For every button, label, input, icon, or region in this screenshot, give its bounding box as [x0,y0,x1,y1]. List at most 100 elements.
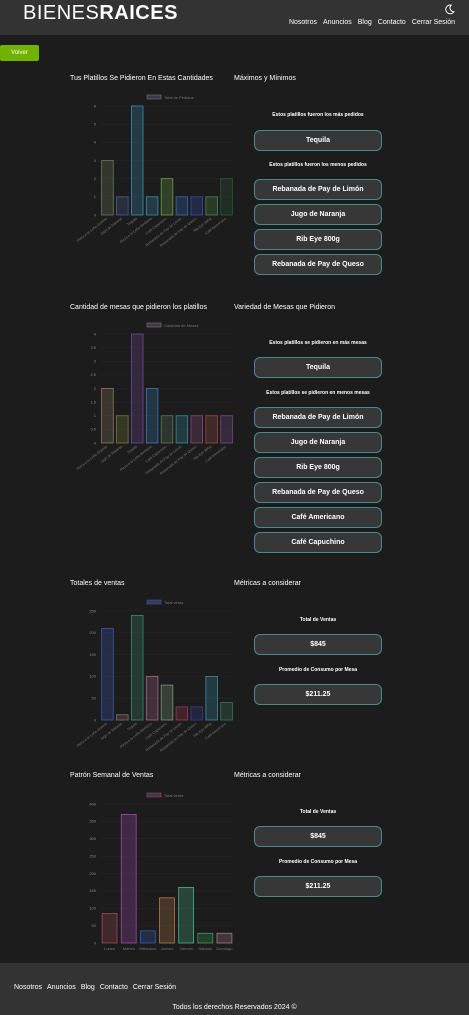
least-ordered-label: Estos platillos fueron los menos pedidos [269,162,367,168]
footer-link-cerrar-sesion[interactable]: Cerrar Sesión [132,984,177,991]
section-1-panel-title: Máximos y Mínimos [234,75,296,82]
legend-label: Total venta [164,793,184,798]
x-tick-label: Tequila [126,217,137,227]
y-tick-label: 400 [89,801,96,806]
bar [160,415,174,444]
x-tick-label: Domingo [216,946,233,951]
weekly-total-sales-value: $845 [254,826,382,847]
section-4-panel-title: Métricas a considerar [234,772,301,779]
y-tick-label: 250 [89,853,96,858]
logo-bold-text: RAICES [99,2,178,24]
footer-link-contacto[interactable]: Contacto [99,984,128,991]
least-ordered-item: Jugo de Naranja [254,204,382,225]
chart-patron-semanal: Total venta 0 50 100 150 200 250 300 350 400 Lunes… [62,790,237,955]
bar [197,932,214,944]
bar [205,676,218,721]
least-tables-label: Estos platillos se pidieron en menos mes… [266,390,370,396]
least-tables-item: Rebanada de Pay de Limón [254,407,382,428]
legend-swatch [146,94,162,100]
y-tick-label: 250 [89,608,96,613]
bar [175,196,189,216]
bar [178,887,195,944]
nav-link-anuncios[interactable]: Anuncios [322,19,352,26]
y-tick-label: 2 [94,386,97,391]
y-tick-label: 2 [94,176,97,181]
bar [216,932,233,944]
least-ordered-item: Rebanada de Pay de Limón [254,179,382,200]
bar [131,105,144,216]
bar [159,897,175,944]
y-tick-label: 0 [94,940,97,945]
most-tables-label: Estos platillos se pidieron en más mesas [269,340,367,346]
nav-link-contacto[interactable]: Contacto [377,19,406,26]
bar [116,415,129,444]
y-tick-label: 6 [94,103,97,108]
y-tick-label: 200 [89,871,96,876]
copyright: Todos los derechos Reservados 2024 © [172,1004,297,1011]
chart-2-svg: Cantidad de Mesas00.511.522.533.54Pizza … [76,322,234,476]
bar [160,684,174,721]
bar [190,415,203,444]
nav-link-nosotros[interactable]: Nosotros [288,19,317,26]
section-2-panel-title: Variedad de Mesas que Pidieron [234,304,336,311]
section-2-chart-title: Cantidad de mesas que pidieron los plati… [70,304,207,311]
legend-label: Total de Pedidos [164,95,194,100]
section-3-chart-title: Totales de ventas [70,580,125,587]
y-tick-label: 100 [89,906,96,911]
weekly-total-sales-label: Total de Ventas [299,809,337,815]
y-tick-label: 3 [94,158,97,163]
dark-mode-moon-icon[interactable] [444,4,455,15]
bar [220,415,233,444]
back-button[interactable]: Volver [0,45,39,61]
y-tick-label: 0 [94,440,97,445]
header: BIENESRAICES Nosotros Anuncios Blog Cont… [0,0,469,35]
weekly-avg-consumption-label: Promedio de Consumo por Mesa [278,859,358,865]
section-1-chart-title: Tus Platillos Se Pidieron En Estas Canti… [70,75,213,82]
y-tick-label: 0 [94,717,97,722]
x-tick-label: Miércoles [139,946,156,951]
bar [101,913,118,944]
footer-link-blog[interactable]: Blog [80,984,95,991]
bar [101,628,114,721]
legend-label: Total venta [164,600,184,605]
x-tick-label: Sábado [198,946,213,951]
x-tick-label: Jueves [161,946,174,951]
nav-link-cerrar-sesion[interactable]: Cerrar Sesión [411,19,455,26]
y-tick-label: 5 [94,121,97,126]
x-tick-label: Tequila [126,722,137,732]
bar [116,714,129,721]
least-tables-item: Rebanada de Pay de Queso [254,482,382,503]
chart-platillos-cantidades: Total de Pedidos 0 1 2 3 4 5 6 Pizza a la Leña G… [62,92,237,252]
chart-4-svg: Total venta 0 50 100 150 200 250 300 350 400 Lunes… [89,792,234,951]
bar [175,706,189,721]
weekly-avg-consumption-value: $211.25 [254,876,382,897]
total-sales-label: Total de Ventas [299,617,337,623]
avg-consumption-value: $211.25 [254,684,382,705]
footer-navigation: Nosotros Anuncios Blog Contacto Cerrar S… [14,984,176,991]
y-tick-label: 50 [92,923,97,928]
footer-link-nosotros[interactable]: Nosotros [14,984,43,991]
bar [101,160,114,216]
least-ordered-item: Rib Eye 800g [254,229,382,250]
least-tables-item: Rib Eye 800g [254,457,382,478]
y-tick-label: 1.5 [90,399,96,404]
section-4-chart-title: Patrón Semanal de Ventas [70,772,154,779]
y-tick-label: 0.5 [90,427,96,432]
bar [120,814,137,944]
footer-link-anuncios[interactable]: Anuncios [47,984,76,991]
legend-swatch [146,322,162,328]
logo-light-text: BIENES [23,2,100,24]
bar [101,388,114,444]
most-tables-item: Tequila [254,357,382,378]
chart-cantidad-mesas: Cantidad de Mesas 0 0.5 1 1.5 2 2.5 3 3.5 4 Pizza … [62,320,237,480]
bar [145,196,159,216]
bar [145,676,159,721]
most-ordered-item: Tequila [254,130,382,151]
nav-link-blog[interactable]: Blog [357,19,372,26]
least-tables-item: Café Capuchino [254,532,382,553]
logo[interactable]: BIENESRAICES [23,2,178,25]
y-tick-label: 150 [89,652,96,657]
y-tick-label: 300 [89,836,96,841]
